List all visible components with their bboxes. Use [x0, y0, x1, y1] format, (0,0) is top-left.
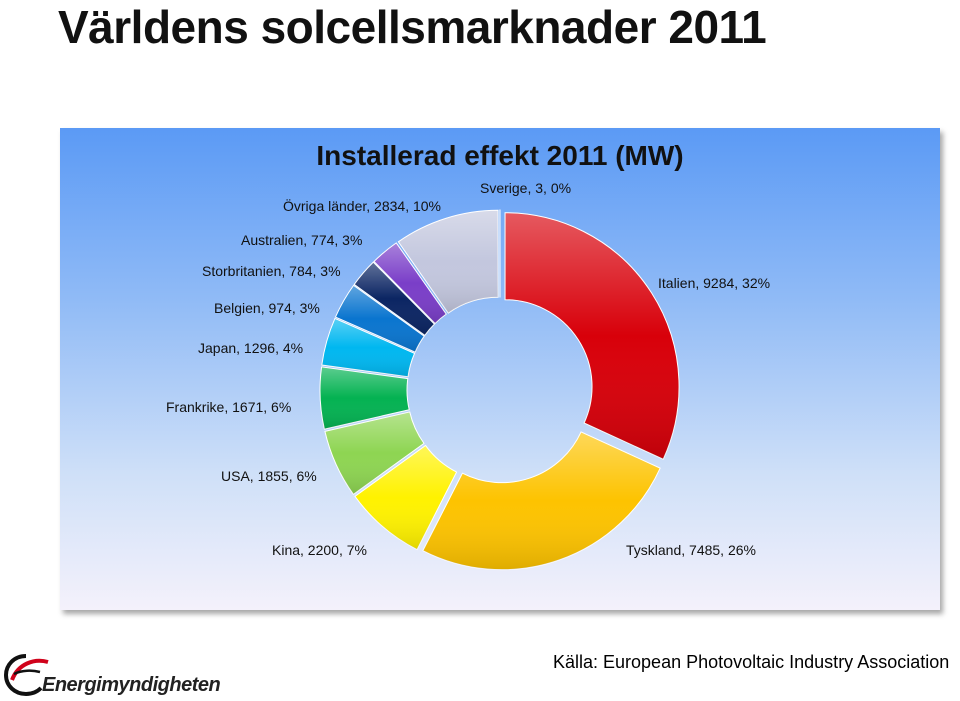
source-text: Källa: European Photovoltaic Industry As…: [553, 652, 950, 672]
slice-label-kina: Kina, 2200, 7%: [272, 542, 367, 558]
slice-label-tyskland: Tyskland, 7485, 26%: [626, 542, 756, 558]
slice-label-usa: USA, 1855, 6%: [221, 468, 317, 484]
slide-title: Världens solcellsmarknader 2011: [58, 1, 767, 53]
slice-kina: [354, 444, 458, 551]
slice-label-storbritanien: Storbritanien, 784, 3%: [202, 263, 341, 279]
slice-label-australien: Australien, 774, 3%: [241, 232, 362, 248]
slice-australien: [373, 242, 447, 325]
slice-tyskland: [422, 431, 661, 571]
slice-övriga-länder: [397, 209, 499, 314]
chart-title: Installerad effekt 2011 (MW): [316, 140, 683, 171]
slice-label-frankrike: Frankrike, 1671, 6%: [166, 399, 291, 415]
donut-chart: Installerad effekt 2011 (MW) Italien, 92…: [166, 140, 770, 571]
slice-japan: [321, 317, 416, 378]
chart-panel: Installerad effekt 2011 (MW) Italien, 92…: [60, 128, 940, 610]
slice-label-belgien: Belgien, 974, 3%: [214, 300, 320, 316]
logo-text: Energimyndigheten: [42, 674, 221, 696]
slice-frankrike: [319, 366, 410, 430]
slice-label-japan: Japan, 1296, 4%: [198, 340, 303, 356]
slice-usa: [324, 411, 425, 495]
energimyndigheten-logo-icon: [4, 654, 49, 697]
slice-label-övriga-länder: Övriga länder, 2834, 10%: [283, 197, 441, 214]
slice-storbritanien: [353, 261, 436, 336]
slice-label-sverige: Sverige, 3, 0%: [480, 180, 571, 196]
slice-italien: [504, 212, 680, 460]
slice-label-italien: Italien, 9284, 32%: [658, 275, 770, 291]
slice-belgien: [334, 284, 425, 353]
